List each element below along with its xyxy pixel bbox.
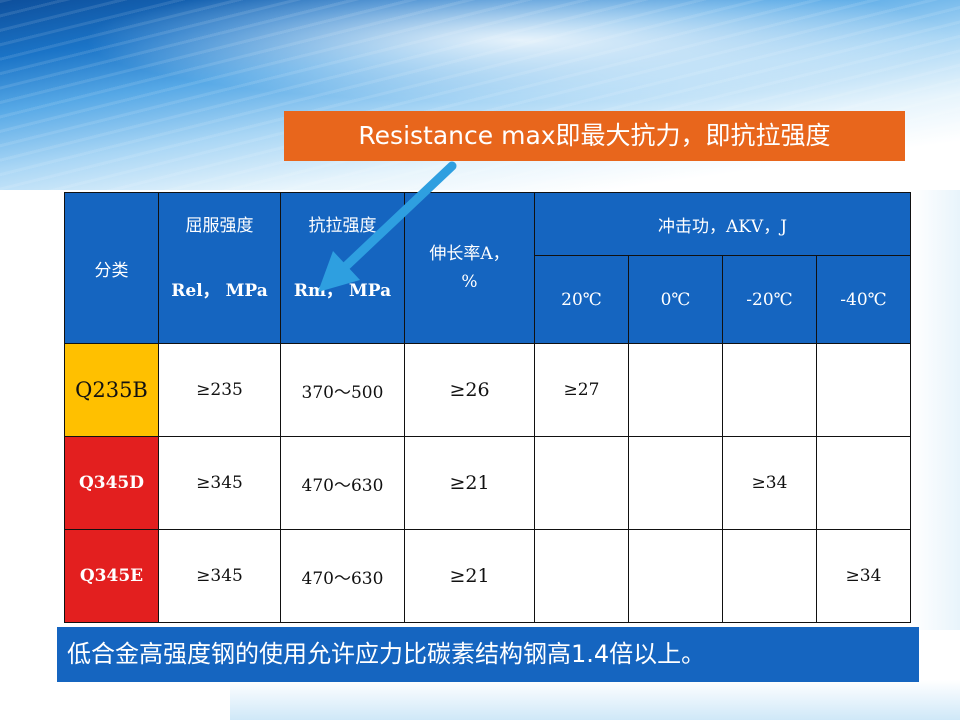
impact-minus40-value: ≥34 [816, 529, 911, 623]
bottom-background-fade [230, 680, 960, 720]
header-temp-minus20: -20℃ [722, 255, 817, 344]
steel-spec-table: 分类 屈服强度 Rel， MPa 抗拉强度 Rm， MPa 伸长率A， % 冲击… [64, 192, 911, 623]
header-temp-20: 20℃ [534, 255, 629, 344]
impact-20-value: ≥27 [534, 343, 629, 437]
yield-value: ≥345 [158, 529, 281, 623]
impact-20-value [534, 436, 629, 530]
header-temp-0: 0℃ [628, 255, 723, 344]
yield-value: ≥345 [158, 436, 281, 530]
summary-banner: 低合金高强度钢的使用允许应力比碳素结构钢高1.4倍以上。 [57, 627, 919, 682]
grade-q345d: Q345D [64, 436, 159, 530]
header-category: 分类 [64, 192, 159, 344]
grade-q345e: Q345E [64, 529, 159, 623]
impact-minus20-value [722, 529, 817, 623]
tensile-value: 470～630 [280, 436, 405, 530]
table-row: Q345E ≥345 470～630 ≥21 ≥34 [64, 529, 911, 623]
right-background-fade [912, 190, 960, 630]
elongation-value: ≥21 [404, 529, 535, 623]
header-tensile-strength: 抗拉强度 Rm， MPa [280, 192, 405, 344]
header-temp-minus40: -40℃ [816, 255, 911, 344]
yield-strength-symbol: Rel， MPa [171, 281, 268, 301]
table-row: Q345D ≥345 470～630 ≥21 ≥34 [64, 436, 911, 530]
grade-q235b: Q235B [64, 343, 159, 437]
resistance-max-callout: Resistance max即最大抗力，即抗拉强度 [284, 111, 905, 161]
header-background [0, 0, 960, 190]
impact-minus20-value [722, 343, 817, 437]
tensile-strength-label: 抗拉强度 [308, 216, 377, 236]
tensile-value: 370～500 [280, 343, 405, 437]
tensile-strength-symbol: Rm， MPa [293, 281, 392, 301]
impact-0-value [628, 436, 723, 530]
impact-20-value [534, 529, 629, 623]
header-yield-strength: 屈服强度 Rel， MPa [158, 192, 281, 344]
elongation-value: ≥21 [404, 436, 535, 530]
yield-strength-label: 屈服强度 [185, 216, 254, 236]
header-impact-energy: 冲击功，AKV，J [534, 192, 911, 256]
impact-0-value [628, 343, 723, 437]
elongation-value: ≥26 [404, 343, 535, 437]
impact-minus40-value [816, 343, 911, 437]
impact-0-value [628, 529, 723, 623]
tensile-value: 470～630 [280, 529, 405, 623]
impact-minus40-value [816, 436, 911, 530]
yield-value: ≥235 [158, 343, 281, 437]
header-elongation: 伸长率A， % [404, 192, 535, 344]
table-row: Q235B ≥235 370～500 ≥26 ≥27 [64, 343, 911, 437]
impact-minus20-value: ≥34 [722, 436, 817, 530]
